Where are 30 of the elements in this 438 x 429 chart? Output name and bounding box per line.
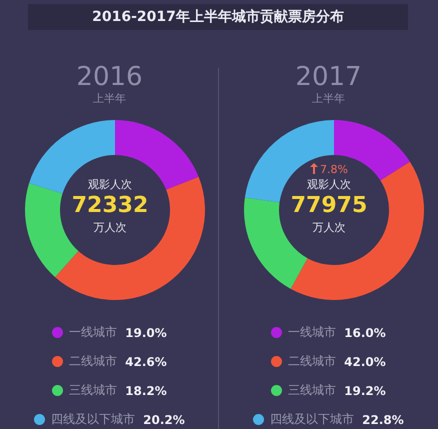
text: 7.8% <box>319 163 349 177</box>
chart-subtitle: 上半年 <box>311 92 346 106</box>
data-label: 19.0% <box>125 326 167 340</box>
legend-label: 三线城市 <box>288 382 336 399</box>
legend-label: 一线城市 <box>288 324 336 341</box>
donut-slice <box>290 162 424 300</box>
data-label: 42.6% <box>125 354 167 368</box>
chart-subtitle: 上半年 <box>92 92 127 106</box>
text: 万人次 <box>92 220 128 235</box>
text: 77975 <box>290 192 368 220</box>
data-label: 22.8% <box>362 412 404 426</box>
data-label: 18.2% <box>125 384 167 398</box>
text: 观影人次 <box>87 177 133 192</box>
legend-label: 二线城市 <box>69 353 118 370</box>
donut-slice <box>55 176 205 300</box>
legend-label: 二线城市 <box>288 353 336 370</box>
legend-label: 三线城市 <box>69 382 118 399</box>
data-label: 16.0% <box>344 326 386 340</box>
legend-label: 一线城市 <box>69 324 118 341</box>
text: 万人次 <box>312 220 346 235</box>
text: 2016-2017年上半年城市贡献票房分布 <box>28 4 408 30</box>
data-label: 42.0% <box>344 354 386 368</box>
data-label: 19.2% <box>344 384 386 398</box>
text: 观影人次 <box>306 177 352 192</box>
legend-label: 四线及以下城市 <box>270 411 354 428</box>
chart-title: 2017 <box>294 62 363 92</box>
chart-title: 2016 <box>75 62 144 92</box>
data-label: 20.2% <box>143 412 185 426</box>
legend-label: 四线及以下城市 <box>51 411 136 428</box>
text: 72332 <box>70 192 150 220</box>
